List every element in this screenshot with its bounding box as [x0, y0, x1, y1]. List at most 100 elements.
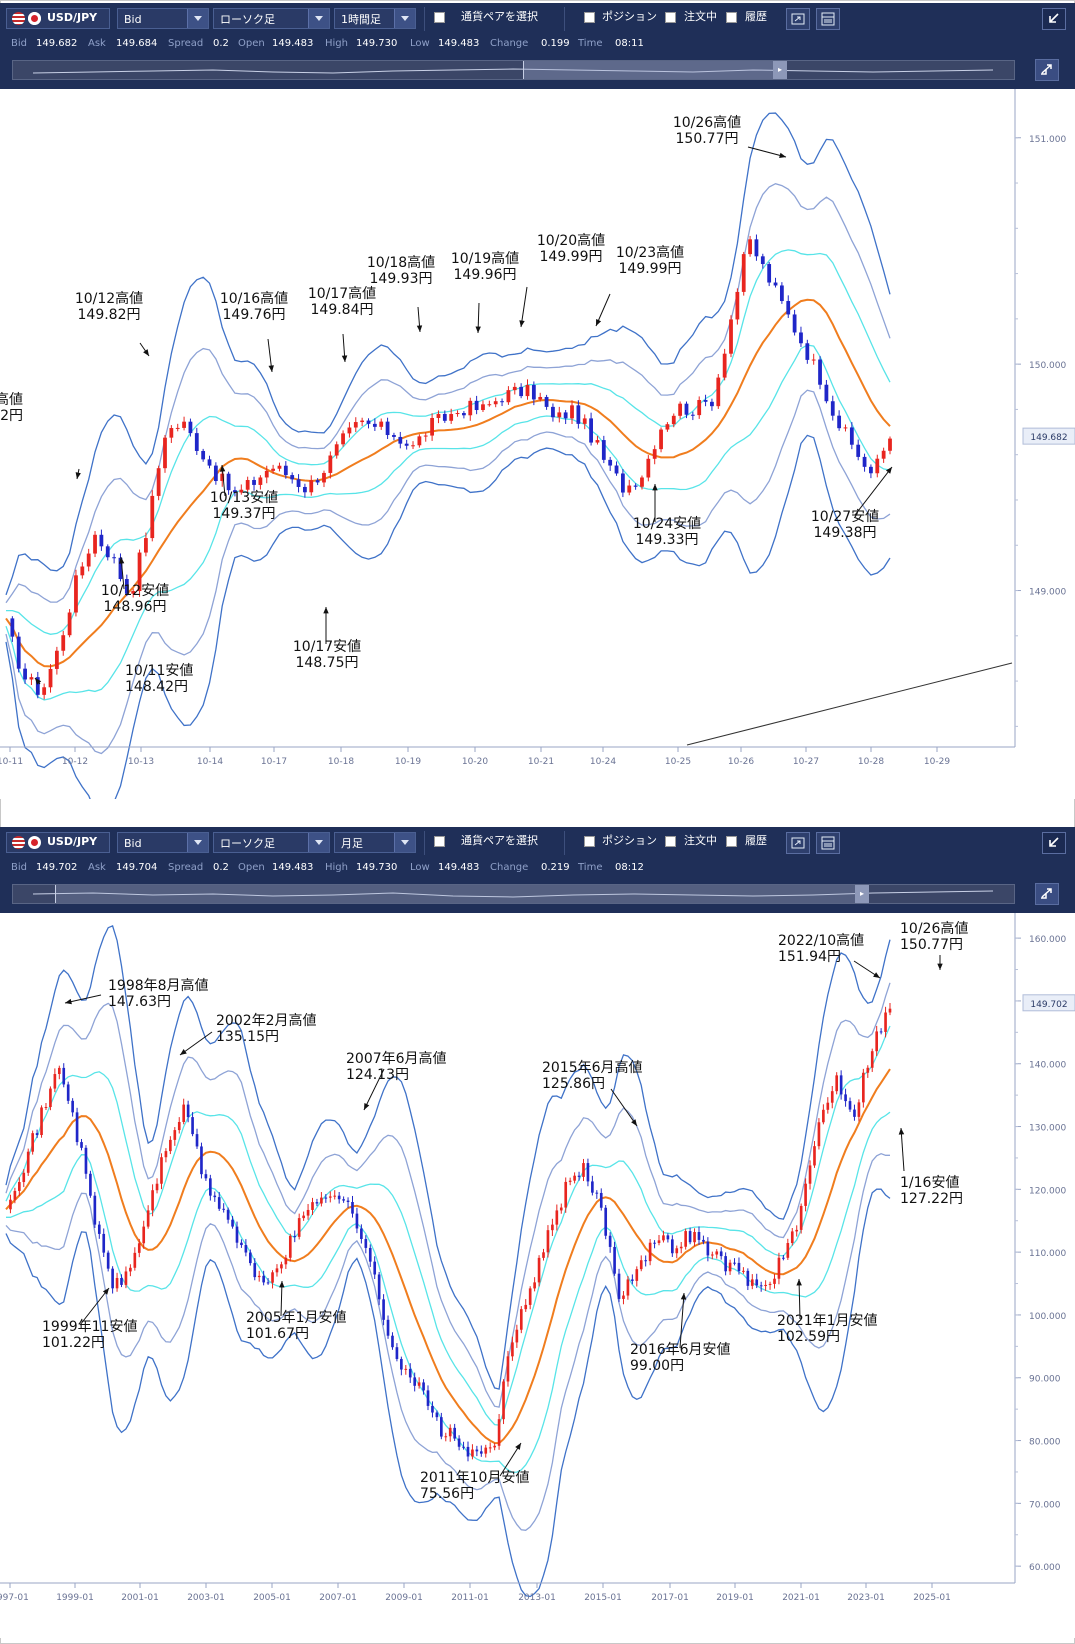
candle-body	[377, 1274, 381, 1300]
candle-body	[808, 1165, 812, 1184]
candle-body	[538, 396, 543, 400]
chevron-right-icon[interactable]: ▸	[855, 885, 869, 903]
candle-body	[487, 404, 492, 406]
candle-body	[875, 458, 880, 474]
candle-body	[392, 435, 396, 437]
history-checkbox[interactable]	[726, 836, 737, 847]
price-type-select[interactable]: Bid	[117, 832, 209, 853]
chart-type-select[interactable]: ローソク足	[213, 8, 330, 29]
arrow-head-icon	[219, 465, 226, 472]
annotation-value: 149.84円	[311, 302, 374, 318]
annotation-label: 10/16高値	[220, 290, 288, 307]
annotation-value: 151.94円	[778, 949, 841, 965]
candle-body	[155, 1183, 159, 1191]
arrow-head-icon	[796, 1279, 802, 1286]
annotation-label: 2016年6月安値	[630, 1342, 731, 1358]
timeframe-select[interactable]: 1時間足	[334, 8, 416, 29]
candle-body	[386, 1319, 390, 1336]
candle-body	[48, 668, 53, 688]
price-type-select[interactable]: Bid	[117, 8, 209, 29]
pair-badge[interactable]: USD/JPY	[6, 8, 110, 29]
collapse-icon[interactable]	[1042, 8, 1066, 30]
jp-flag-icon	[28, 12, 41, 25]
high-label: High	[325, 862, 348, 873]
low-value: 149.483	[438, 862, 480, 873]
open-label: Open	[238, 862, 265, 873]
toolbar: USD/JPY Bid ローソク足 月足 通貨ペアを選択 ポジション 注文中 履…	[0, 827, 1075, 857]
candle-body	[146, 1210, 150, 1227]
candle-body	[169, 1139, 172, 1152]
annotation-value: 102.59円	[777, 1329, 840, 1345]
candle-body	[124, 579, 129, 594]
navigator-window[interactable]	[55, 885, 857, 903]
candle-body	[754, 239, 759, 257]
price-chart[interactable]: 10/11高値149.32円10/11安値148.42円10/12高値149.8…	[0, 89, 1075, 819]
candle-body	[426, 1390, 430, 1406]
candle-body	[334, 444, 339, 456]
arrow-head-icon	[416, 325, 423, 332]
pair-badge[interactable]: USD/JPY	[6, 832, 110, 853]
candle-body	[455, 413, 460, 415]
navigator-scrollbar[interactable]: ▸	[12, 60, 1015, 80]
navigator-scrollbar[interactable]: ▸	[12, 884, 1015, 904]
candle-body	[577, 1175, 581, 1177]
candle-body	[118, 557, 123, 580]
chevron-right-icon[interactable]: ▸	[773, 61, 787, 79]
ask-label: Ask	[88, 862, 106, 873]
candle-body	[799, 1205, 803, 1230]
x-tick-label: 10-25	[665, 757, 691, 767]
orders-checkbox[interactable]	[665, 836, 676, 847]
current-price-label: 149.702	[1030, 1000, 1067, 1010]
chart-type-select[interactable]: ローソク足	[213, 832, 330, 853]
candle-body	[283, 465, 288, 476]
arrow-head-icon	[341, 355, 348, 362]
divider	[424, 7, 425, 31]
navigator-window[interactable]	[523, 61, 775, 79]
candle-body	[360, 420, 365, 423]
annotation-arrow	[747, 146, 787, 158]
timeframe-select[interactable]: 月足	[334, 832, 416, 853]
position-checkbox[interactable]	[584, 836, 595, 847]
arrow-head-icon	[65, 998, 72, 1005]
orders-checkbox[interactable]	[665, 12, 676, 23]
price-type-value: Bid	[124, 13, 142, 26]
candle-body	[150, 495, 155, 539]
chart-area[interactable]: 10/11高値149.32円10/11安値148.42円10/12高値149.8…	[0, 89, 1075, 819]
annotation-value: 148.42円	[125, 679, 188, 695]
candle-body	[620, 473, 625, 493]
open-value: 149.483	[272, 38, 314, 49]
toolbar: USD/JPY Bid ローソク足 1時間足 通貨ペアを選択 ポジション 注文中…	[0, 3, 1075, 33]
select-pair-checkbox[interactable]	[434, 12, 445, 23]
candle-body	[786, 1243, 790, 1258]
chart-settings-icon[interactable]	[786, 832, 810, 854]
chart-area[interactable]: 1998年8月高値 147.63円 1999年11安値 101.22円 2002年2月高…	[0, 913, 1075, 1638]
band-1sigma-upper	[5, 1025, 891, 1426]
collapse-icon[interactable]	[1042, 832, 1066, 854]
candle-body	[555, 1210, 559, 1225]
candle-body	[525, 385, 530, 397]
candle-body	[824, 384, 829, 402]
candle-body	[684, 403, 689, 415]
candle-body	[160, 1157, 163, 1184]
layout-icon[interactable]	[816, 8, 840, 30]
expand-icon[interactable]	[1035, 59, 1059, 81]
y-tick-label: 60.000	[1029, 1563, 1061, 1573]
navigator-row: ▸	[0, 55, 1075, 89]
layout-icon[interactable]	[816, 832, 840, 854]
select-pair-checkbox[interactable]	[434, 836, 445, 847]
candle-body	[49, 1088, 52, 1108]
x-tick-label: 2021-01	[782, 1593, 820, 1603]
position-checkbox[interactable]	[584, 12, 595, 23]
chart-settings-icon[interactable]	[786, 8, 810, 30]
annotation-label: 10/26高値	[673, 114, 741, 131]
expand-icon[interactable]	[1035, 883, 1059, 905]
candle-body	[563, 412, 568, 419]
candle-body	[62, 1067, 66, 1085]
candle-body	[462, 1446, 465, 1448]
candle-body	[760, 256, 765, 265]
history-checkbox[interactable]	[726, 12, 737, 23]
